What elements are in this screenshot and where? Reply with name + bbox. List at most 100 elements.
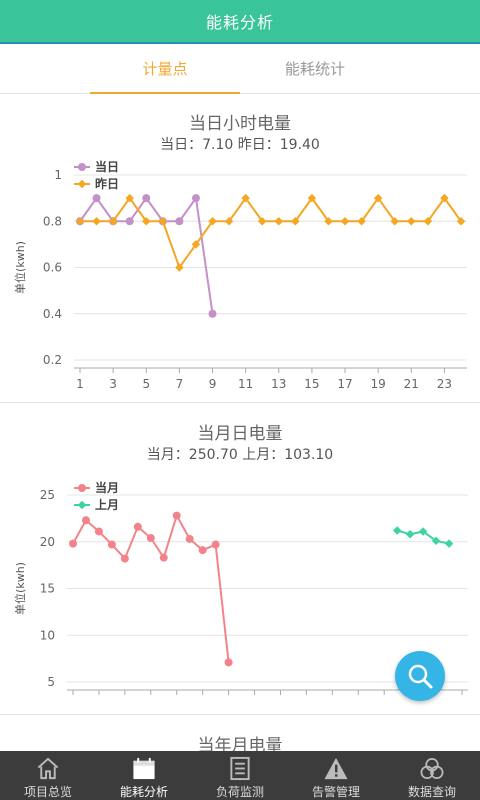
x-tick-label: 13 <box>221 704 236 705</box>
hourly-energy-chart: 10.80.60.40.21 3 5 7 9 11 13 15 17 19 21 23单位(kwh)当… <box>13 159 467 391</box>
data-point <box>92 194 101 203</box>
home-icon <box>37 757 59 780</box>
data-point <box>407 217 416 226</box>
content-scroll[interactable]: 当日小时电量 当日：7.10 昨日：19.40 1 0.8 0.6 0.4 0.2 1 3 5… <box>0 95 480 751</box>
x-tick-label: 13 <box>271 377 286 391</box>
data-point <box>423 217 433 226</box>
data-point <box>198 546 207 555</box>
y-tick-label: 0.4 <box>43 307 62 321</box>
x-tick-label: 1 <box>76 377 84 391</box>
data-point <box>125 193 134 203</box>
y-tick-label: 20 <box>40 535 55 549</box>
x-tick-label: 21 <box>325 704 340 705</box>
x-tick-label: 19 <box>371 377 386 391</box>
data-point <box>307 193 317 203</box>
yearly-card-title: 当年月电量 <box>197 736 283 751</box>
data-point <box>120 554 129 563</box>
data-point <box>291 217 300 226</box>
x-tick-label: 9 <box>209 377 217 391</box>
data-point <box>373 193 383 203</box>
hourly-card-subtitle: 当日：7.10 昨日：19.40 <box>160 137 320 153</box>
data-point <box>125 217 134 226</box>
y-axis-label: 单位(kwh) <box>13 562 27 615</box>
x-tick-label: 29 <box>428 704 443 705</box>
x-tick-label: 9 <box>173 704 181 705</box>
x-tick-label: 27 <box>402 704 417 705</box>
x-tick-label: 15 <box>304 377 319 391</box>
nav-item-project-overview[interactable]: 项目总览 <box>0 751 96 800</box>
data-point <box>444 539 454 548</box>
search-button[interactable] <box>395 651 445 701</box>
warning-icon <box>324 757 348 780</box>
series-line <box>80 196 462 270</box>
data-point <box>390 217 399 226</box>
y-axis-label: 单位(kwh) <box>13 241 27 294</box>
series-line <box>79 195 214 314</box>
nav-item-energy-analysis[interactable]: 能耗分析 <box>96 751 192 800</box>
x-tick-label: 19 <box>299 704 314 705</box>
x-tick-label: 17 <box>273 704 288 705</box>
legend-label: 当日 <box>95 159 119 174</box>
data-point <box>172 511 181 520</box>
nav-item-data-query[interactable]: 数据查询 <box>384 751 480 800</box>
x-tick-label: 23 <box>437 377 452 391</box>
tab-energy-statistics[interactable]: 能耗统计 <box>284 60 345 78</box>
data-point <box>185 534 194 543</box>
x-tick-label: 11 <box>238 377 253 391</box>
x-tick-label: 21 <box>404 377 419 391</box>
data-point <box>107 540 116 549</box>
yearly-energy-card: 当年月电量 <box>0 717 480 751</box>
y-tick-label: 1 <box>54 168 62 182</box>
circles-icon <box>420 758 444 779</box>
legend-label: 当月 <box>95 480 119 495</box>
data-point <box>392 526 402 535</box>
x-tick-label: 3 <box>95 704 103 705</box>
x-tick-label: 7 <box>176 377 184 391</box>
y-tick-label: 0.8 <box>43 214 62 228</box>
daily-energy-card: 当月日电量 当月：250.70 上月：103.10 25201510513579… <box>0 405 480 715</box>
nav-item-alarm-management[interactable]: 告警管理 <box>288 751 384 800</box>
legend-marker <box>78 484 86 492</box>
data-point <box>191 194 200 203</box>
x-tick-label: 5 <box>142 377 150 391</box>
tab-bar: 计量点 能耗统计 <box>0 46 480 94</box>
y-tick-label: 0.6 <box>43 261 62 275</box>
x-tick-label: 31 <box>454 704 469 705</box>
daily-card-title: 当月日电量 <box>197 424 283 444</box>
nav-label: 数据查询 <box>407 785 456 799</box>
x-tick-label: 5 <box>121 704 129 705</box>
data-point <box>94 527 103 536</box>
data-point <box>81 516 90 525</box>
data-point <box>357 217 366 226</box>
legend-label: 昨日 <box>95 176 119 191</box>
y-tick-label: 5 <box>47 675 55 689</box>
bottom-navigation: 项目总览 能耗分析 负荷监测 告警管理 数据 <box>0 751 480 800</box>
data-point <box>257 217 267 226</box>
x-tick-label: 23 <box>351 704 366 705</box>
nav-label: 告警管理 <box>311 785 360 799</box>
data-point <box>418 527 428 536</box>
daily-energy-chart: 252015105135791113151719212325272931单位(k… <box>13 480 470 705</box>
data-point <box>159 553 168 562</box>
data-point <box>146 534 155 543</box>
hourly-card-title: 当日小时电量 <box>189 114 291 134</box>
nav-label: 项目总览 <box>23 785 72 799</box>
page-title: 能耗分析 <box>205 13 274 32</box>
nav-item-load-monitoring[interactable]: 负荷监测 <box>192 751 288 800</box>
data-point <box>440 193 449 203</box>
nav-label: 能耗分析 <box>119 785 168 799</box>
legend-marker <box>78 163 86 171</box>
data-point <box>274 217 284 226</box>
calendar-icon <box>133 757 155 780</box>
data-point <box>175 263 184 272</box>
x-tick-label: 15 <box>247 704 262 705</box>
y-tick-label: 25 <box>40 488 55 502</box>
data-point <box>69 539 77 548</box>
data-point <box>340 217 350 226</box>
app-header: 能耗分析 <box>0 0 480 44</box>
data-point <box>191 240 201 249</box>
tab-metering-point[interactable]: 计量点 <box>90 46 240 94</box>
card-divider <box>0 402 480 403</box>
legend-label: 上月 <box>95 497 119 512</box>
x-tick-label: 1 <box>69 704 77 705</box>
